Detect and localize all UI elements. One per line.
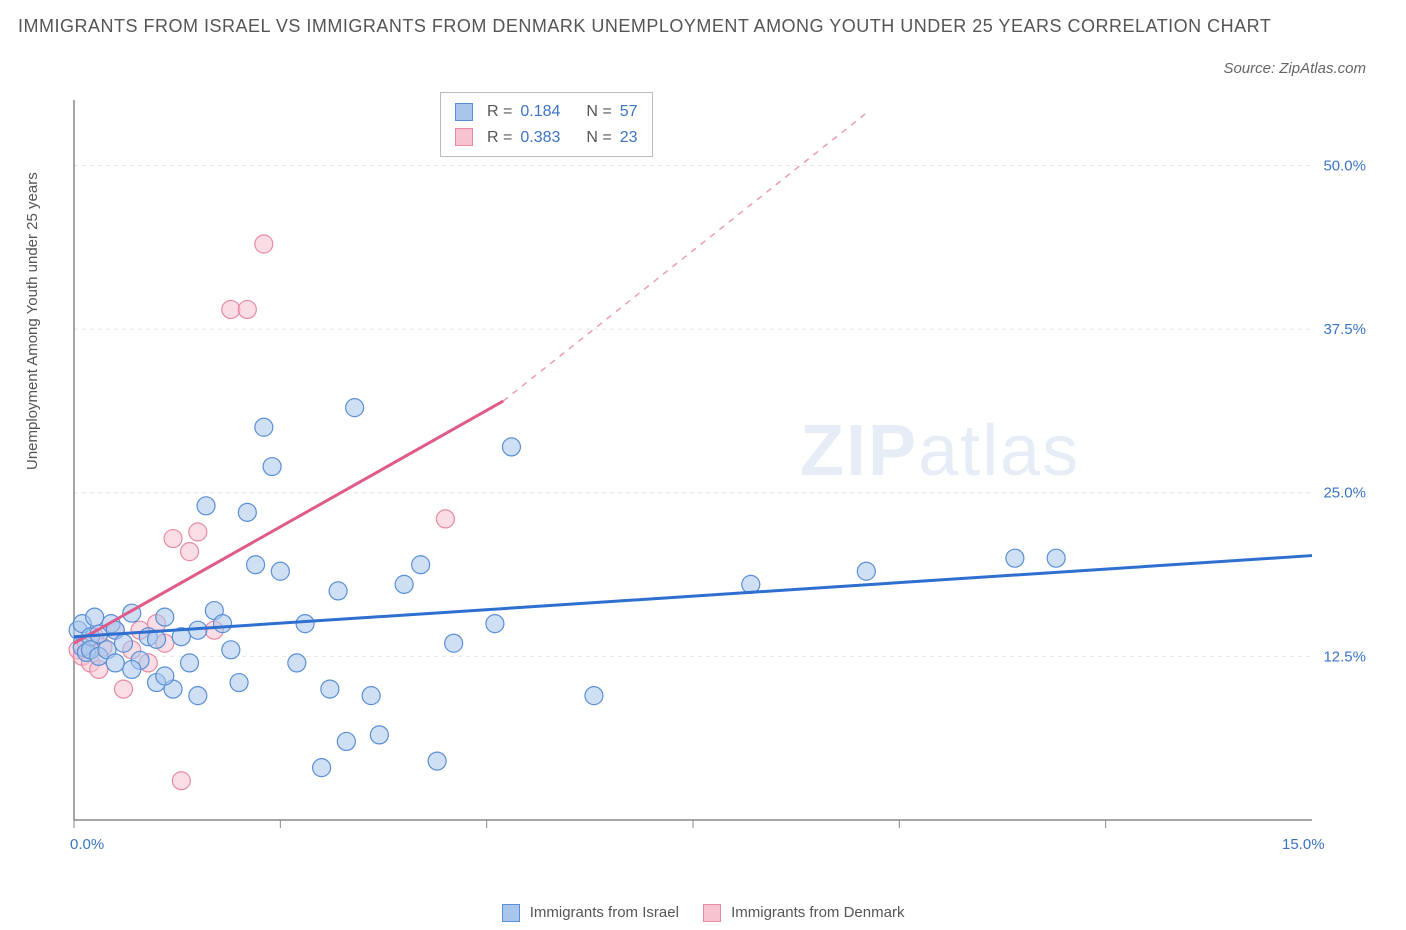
r-value: 0.184 (520, 99, 560, 125)
correlation-row-israel: R = 0.184 N = 57 (455, 99, 638, 125)
scatter-plot-svg: 12.5% 25.0% 37.5% 50.0% (62, 90, 1372, 850)
n-value: 23 (620, 125, 638, 151)
legend-bottom: Immigrants from Israel Immigrants from D… (0, 904, 1406, 922)
chart-plot-area: 12.5% 25.0% 37.5% 50.0% (62, 90, 1372, 850)
r-value: 0.383 (520, 125, 560, 151)
r-label: R = (487, 125, 512, 151)
r-label: R = (487, 99, 512, 125)
y-axis-label: Unemployment Among Youth under 25 years (24, 172, 41, 470)
watermark-light: atlas (918, 411, 1080, 491)
chart-title: IMMIGRANTS FROM ISRAEL VS IMMIGRANTS FRO… (18, 12, 1286, 41)
legend-label: Immigrants from Israel (530, 904, 679, 921)
legend-swatch-israel (502, 904, 520, 922)
svg-text:25.0%: 25.0% (1323, 485, 1366, 502)
legend-label: Immigrants from Denmark (731, 904, 904, 921)
svg-text:37.5%: 37.5% (1323, 321, 1366, 338)
svg-text:50.0%: 50.0% (1323, 157, 1366, 174)
x-tick-max: 15.0% (1282, 836, 1325, 853)
legend-swatch-denmark (703, 904, 721, 922)
svg-text:12.5%: 12.5% (1323, 648, 1366, 665)
legend-item-israel: Immigrants from Israel (502, 904, 679, 922)
watermark-bold: ZIP (800, 411, 918, 491)
swatch-denmark (455, 128, 473, 146)
watermark: ZIPatlas (800, 410, 1080, 492)
legend-item-denmark: Immigrants from Denmark (703, 904, 905, 922)
source-attribution: Source: ZipAtlas.com (1223, 60, 1366, 77)
n-label: N = (586, 99, 611, 125)
correlation-row-denmark: R = 0.383 N = 23 (455, 125, 638, 151)
n-label: N = (586, 125, 611, 151)
x-tick-min: 0.0% (70, 836, 104, 853)
n-value: 57 (620, 99, 638, 125)
correlation-legend-box: R = 0.184 N = 57 R = 0.383 N = 23 (440, 92, 653, 157)
swatch-israel (455, 103, 473, 121)
